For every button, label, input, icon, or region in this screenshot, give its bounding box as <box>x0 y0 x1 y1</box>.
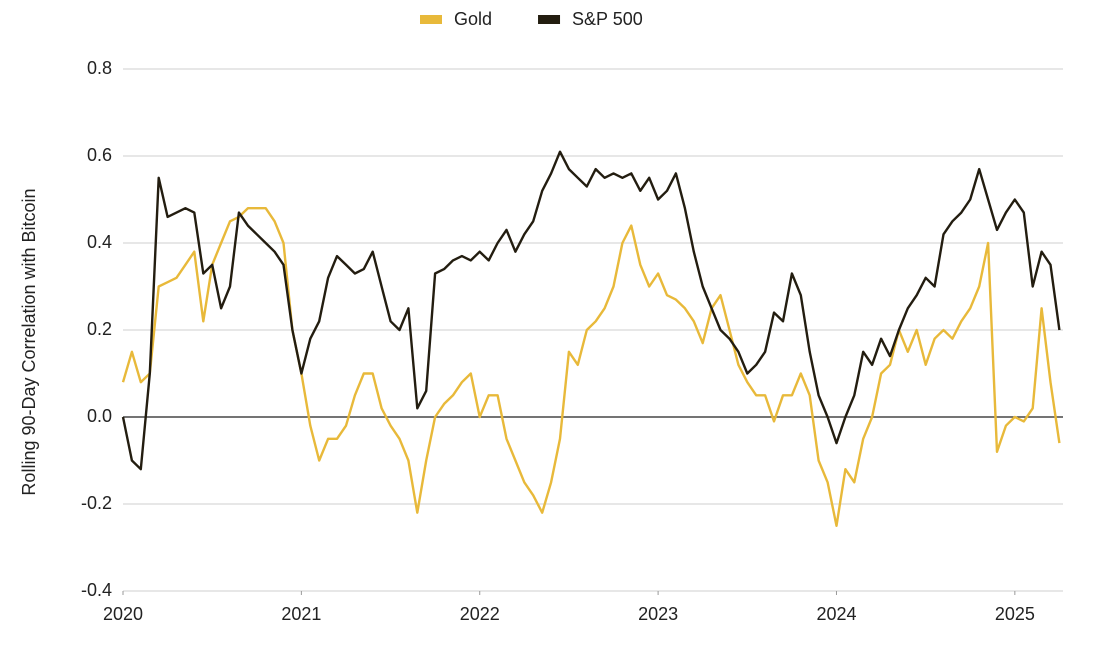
y-tick-label: -0.2 <box>81 493 112 513</box>
series-line <box>121 207 1061 527</box>
y-tick-label: 0.0 <box>87 406 112 426</box>
x-tick-label: 2022 <box>460 604 500 624</box>
legend-swatch <box>420 15 442 24</box>
y-tick-label: 0.4 <box>87 232 112 252</box>
series-line <box>121 150 1061 471</box>
legend-swatch <box>538 15 561 24</box>
y-tick-label: -0.4 <box>81 580 112 600</box>
y-tick-label: 0.2 <box>87 319 112 339</box>
x-tick-label: 2025 <box>995 604 1035 624</box>
x-tick-label: 2021 <box>281 604 321 624</box>
x-tick-label: 2020 <box>103 604 143 624</box>
legend-label: Gold <box>454 9 492 29</box>
legend-label: S&P 500 <box>572 9 643 29</box>
y-tick-label: 0.6 <box>87 145 112 165</box>
y-tick-label: 0.8 <box>87 58 112 78</box>
x-tick-label: 2023 <box>638 604 678 624</box>
y-axis-label: Rolling 90-Day Correlation with Bitcoin <box>19 188 39 495</box>
x-tick-label: 2024 <box>816 604 856 624</box>
